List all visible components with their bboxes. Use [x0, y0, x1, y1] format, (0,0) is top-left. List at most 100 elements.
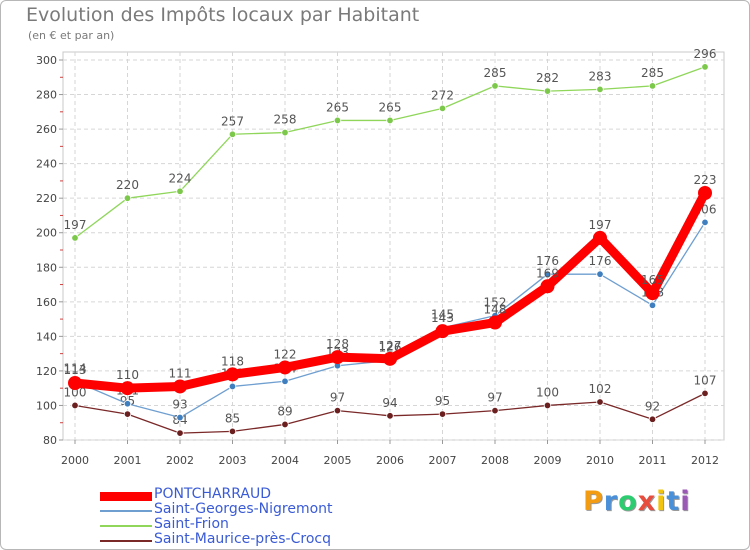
data-point [278, 360, 292, 375]
data-point [123, 410, 132, 418]
data-label: 148 [484, 303, 507, 317]
data-label: 95 [435, 394, 450, 408]
data-label: 145 [431, 308, 454, 322]
data-label: 220 [116, 178, 139, 192]
data-point [698, 186, 712, 200]
data-point [701, 218, 709, 227]
x-tick-label: 2000 [61, 454, 89, 467]
data-point [71, 401, 79, 410]
data-label: 97 [330, 391, 345, 405]
data-point [648, 82, 657, 90]
data-label: 100 [536, 385, 559, 399]
legend-label: Saint-Georges-Nigremont [154, 501, 333, 517]
data-point [543, 401, 552, 410]
x-tick-label: 2005 [324, 454, 352, 467]
x-tick-label: 2007 [429, 454, 457, 467]
data-label: 176 [536, 254, 559, 268]
data-label: 224 [169, 171, 192, 185]
data-label: 94 [382, 396, 397, 410]
data-point [281, 128, 289, 137]
data-label: 114 [64, 361, 87, 375]
data-point [435, 324, 450, 339]
data-point [701, 63, 709, 71]
data-point [68, 376, 82, 390]
legend-label: Saint-Frion [154, 516, 229, 532]
data-label: 127 [379, 339, 402, 353]
x-tick-label: 2008 [481, 454, 509, 467]
data-point [228, 382, 237, 391]
data-label: 197 [589, 218, 612, 232]
data-label: 285 [641, 66, 664, 80]
data-point [176, 187, 184, 195]
y-tick-label: 80 [43, 434, 57, 447]
data-point [701, 389, 709, 398]
data-point [228, 427, 237, 436]
chart-subtitle: (en € et par an) [28, 29, 115, 42]
data-label: 102 [589, 382, 612, 396]
x-tick-label: 2002 [166, 454, 194, 467]
data-point [225, 367, 240, 382]
data-label: 122 [274, 347, 297, 361]
data-label: 258 [274, 113, 297, 127]
chart-title: Evolution des Impôts locaux par Habitant [26, 4, 420, 26]
data-point [543, 87, 552, 95]
data-label: 93 [172, 398, 187, 412]
data-label: 283 [589, 69, 612, 83]
data-label: 165 [641, 273, 664, 287]
data-label: 272 [431, 88, 454, 102]
data-point [596, 85, 604, 94]
data-point [123, 400, 132, 408]
data-point [120, 381, 135, 396]
data-point [173, 379, 187, 394]
data-label: 111 [169, 366, 192, 380]
x-tick-label: 2003 [219, 454, 247, 467]
y-tick-label: 280 [36, 89, 57, 102]
data-point [543, 270, 552, 278]
legend-swatch [100, 540, 152, 542]
y-tick-label: 260 [36, 123, 57, 136]
data-point [228, 130, 237, 138]
data-point [386, 412, 394, 420]
data-label: 85 [225, 411, 240, 425]
data-label: 285 [484, 66, 507, 80]
proxiti-logo: Proxiti [583, 486, 691, 517]
data-point [648, 415, 657, 423]
data-point [438, 104, 447, 113]
y-tick-label: 240 [36, 158, 57, 171]
legend-label: Saint-Maurice-près-Crocq [154, 531, 331, 547]
data-point [648, 301, 657, 309]
data-point [383, 351, 397, 366]
data-point [281, 377, 289, 385]
data-label: 296 [694, 47, 717, 61]
logo-letter: i [656, 486, 667, 517]
data-label: 152 [484, 296, 507, 310]
data-label: 176 [589, 254, 612, 268]
logo-letter: x [637, 486, 657, 517]
data-label: 143 [431, 311, 454, 325]
data-point [123, 194, 132, 202]
data-label: 89 [277, 404, 292, 418]
data-label: 107 [694, 373, 717, 387]
y-tick-label: 180 [36, 261, 57, 274]
x-tick-label: 2011 [639, 454, 667, 467]
data-point [333, 116, 342, 125]
x-tick-label: 2012 [691, 454, 719, 467]
data-label: 257 [221, 114, 244, 128]
y-tick-label: 160 [36, 296, 57, 309]
data-point [176, 429, 184, 437]
data-point [596, 398, 604, 406]
data-point [333, 406, 342, 415]
x-tick-label: 2010 [586, 454, 614, 467]
y-tick-label: 120 [36, 365, 57, 378]
y-tick-label: 220 [36, 192, 57, 205]
data-point [71, 234, 79, 242]
data-label: 118 [221, 354, 244, 368]
data-point [593, 230, 607, 245]
data-point [491, 406, 499, 415]
data-label: 92 [645, 399, 660, 413]
data-label: 265 [326, 100, 349, 114]
logo-letter: o [618, 486, 638, 517]
data-label: 282 [536, 71, 559, 85]
x-tick-label: 2009 [534, 454, 562, 467]
